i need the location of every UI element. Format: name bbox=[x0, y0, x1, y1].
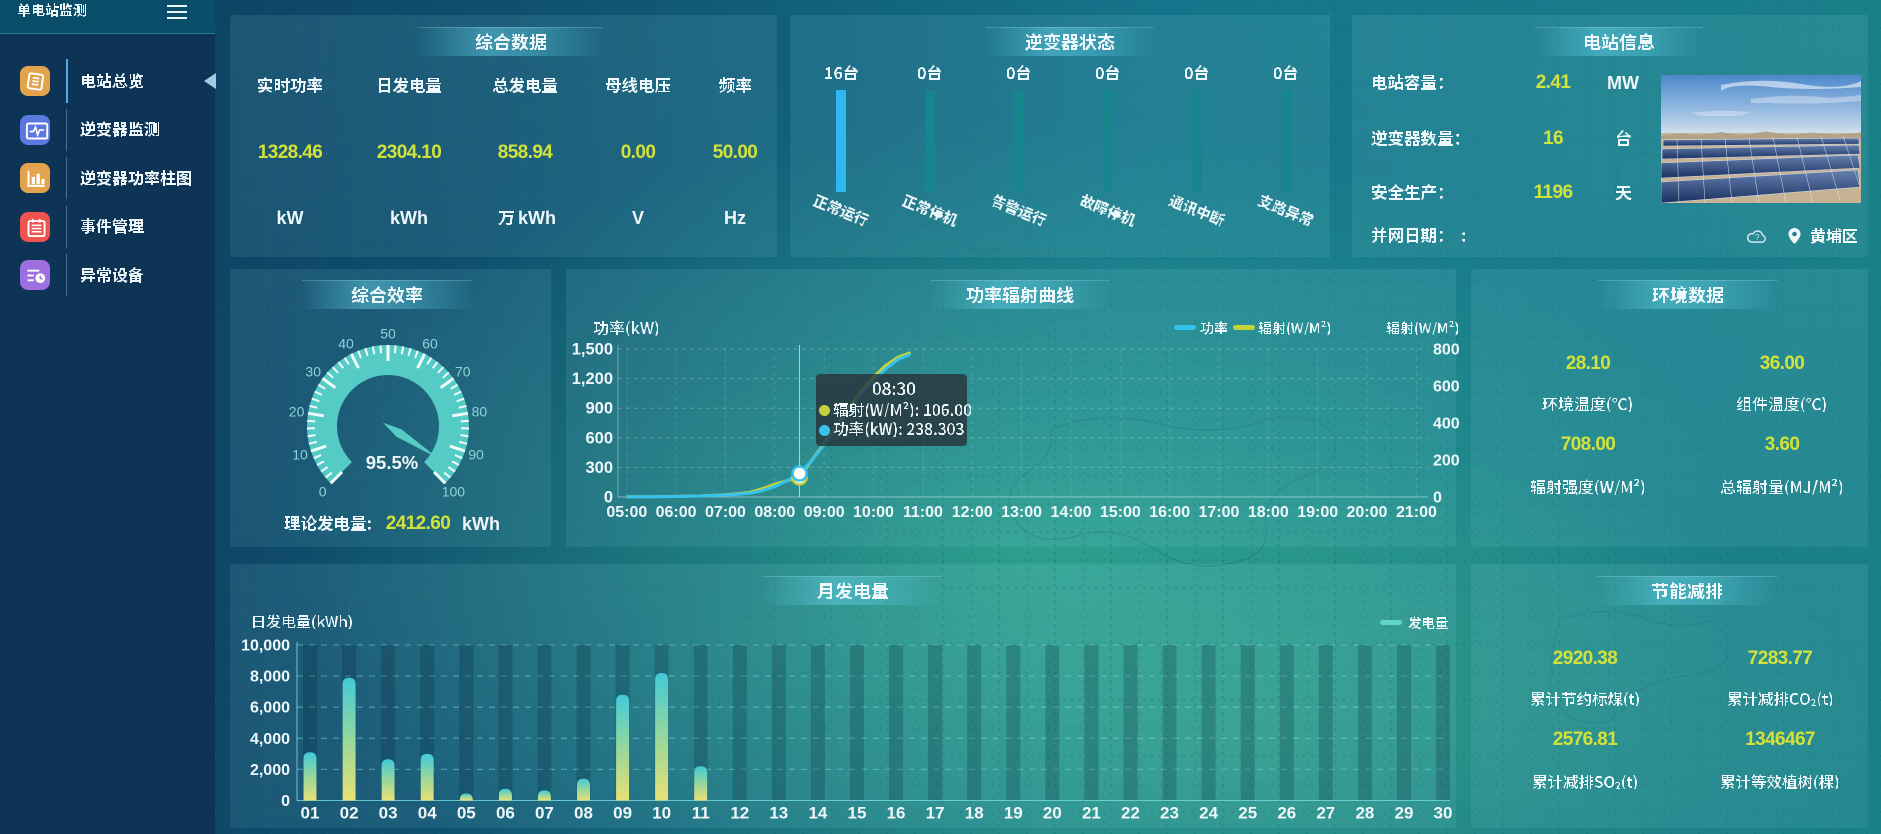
svg-text:10:00: 10:00 bbox=[853, 504, 894, 521]
svg-text:14:00: 14:00 bbox=[1051, 504, 1092, 521]
svg-text:14: 14 bbox=[808, 804, 827, 823]
svg-text:200: 200 bbox=[1433, 453, 1460, 470]
svg-text:4,000: 4,000 bbox=[250, 731, 290, 748]
svg-text:20: 20 bbox=[289, 404, 305, 420]
svg-text:1,200: 1,200 bbox=[572, 370, 613, 388]
svg-text:22: 22 bbox=[1121, 804, 1140, 823]
svg-text:800: 800 bbox=[1433, 342, 1460, 359]
svg-text:19: 19 bbox=[1004, 804, 1023, 823]
svg-text:04: 04 bbox=[418, 804, 437, 823]
svg-text:21:00: 21:00 bbox=[1396, 504, 1437, 521]
svg-text:03: 03 bbox=[379, 804, 398, 823]
svg-text:27: 27 bbox=[1316, 804, 1335, 823]
svg-text:80: 80 bbox=[472, 404, 488, 420]
svg-text:18:00: 18:00 bbox=[1248, 504, 1289, 521]
svg-text:12:00: 12:00 bbox=[952, 504, 993, 521]
svg-text:900: 900 bbox=[585, 400, 613, 418]
svg-text:8,000: 8,000 bbox=[250, 669, 290, 686]
svg-text:25: 25 bbox=[1238, 804, 1257, 823]
svg-text:0: 0 bbox=[281, 793, 290, 810]
svg-text:28: 28 bbox=[1355, 804, 1374, 823]
svg-text:600: 600 bbox=[585, 429, 613, 447]
svg-text:?: ? bbox=[1755, 233, 1760, 242]
svg-text:15:00: 15:00 bbox=[1100, 504, 1141, 521]
svg-text:6,000: 6,000 bbox=[250, 700, 290, 717]
svg-text:26: 26 bbox=[1277, 804, 1296, 823]
svg-text:06: 06 bbox=[496, 804, 515, 823]
svg-text:100: 100 bbox=[442, 483, 466, 499]
svg-text:0: 0 bbox=[319, 483, 327, 499]
svg-text:70: 70 bbox=[455, 364, 471, 380]
svg-text:600: 600 bbox=[1433, 379, 1460, 396]
svg-text:11:00: 11:00 bbox=[903, 504, 943, 521]
svg-text:02: 02 bbox=[340, 804, 359, 823]
svg-text:20:00: 20:00 bbox=[1347, 504, 1388, 521]
svg-text:08:00: 08:00 bbox=[754, 504, 795, 521]
svg-text:18: 18 bbox=[965, 804, 984, 823]
svg-text:07: 07 bbox=[535, 804, 554, 823]
svg-text:05: 05 bbox=[457, 804, 476, 823]
svg-text:01: 01 bbox=[301, 804, 320, 823]
svg-text:13:00: 13:00 bbox=[1001, 504, 1042, 521]
svg-text:16:00: 16:00 bbox=[1149, 504, 1190, 521]
svg-text:05:00: 05:00 bbox=[606, 504, 647, 521]
svg-text:17: 17 bbox=[926, 804, 945, 823]
svg-text:29: 29 bbox=[1395, 804, 1414, 823]
svg-text:400: 400 bbox=[1433, 416, 1460, 433]
svg-text:23: 23 bbox=[1160, 804, 1179, 823]
svg-text:2,000: 2,000 bbox=[250, 762, 290, 779]
svg-text:09:00: 09:00 bbox=[804, 504, 845, 521]
svg-text:24: 24 bbox=[1199, 804, 1218, 823]
svg-text:40: 40 bbox=[338, 336, 354, 352]
svg-text:11: 11 bbox=[692, 804, 710, 823]
svg-text:90: 90 bbox=[468, 447, 484, 463]
svg-text:13: 13 bbox=[769, 804, 788, 823]
svg-text:17:00: 17:00 bbox=[1199, 504, 1240, 521]
svg-text:08: 08 bbox=[574, 804, 593, 823]
svg-text:07:00: 07:00 bbox=[705, 504, 746, 521]
svg-text:15: 15 bbox=[848, 804, 867, 823]
svg-text:1,500: 1,500 bbox=[572, 341, 613, 359]
svg-text:10: 10 bbox=[652, 804, 671, 823]
svg-text:09: 09 bbox=[613, 804, 632, 823]
svg-text:19:00: 19:00 bbox=[1297, 504, 1338, 521]
svg-text:06:00: 06:00 bbox=[656, 504, 697, 521]
svg-text:16: 16 bbox=[887, 804, 906, 823]
svg-text:10: 10 bbox=[292, 447, 308, 463]
svg-text:30: 30 bbox=[305, 364, 321, 380]
svg-text:50: 50 bbox=[380, 326, 396, 342]
svg-text:21: 21 bbox=[1082, 804, 1101, 823]
svg-text:12: 12 bbox=[730, 804, 749, 823]
svg-text:0: 0 bbox=[1433, 490, 1442, 507]
svg-text:60: 60 bbox=[422, 336, 438, 352]
svg-text:20: 20 bbox=[1043, 804, 1062, 823]
svg-text:30: 30 bbox=[1434, 804, 1453, 823]
svg-text:300: 300 bbox=[585, 459, 613, 477]
svg-text:10,000: 10,000 bbox=[241, 638, 290, 655]
svg-text:0: 0 bbox=[604, 489, 613, 507]
